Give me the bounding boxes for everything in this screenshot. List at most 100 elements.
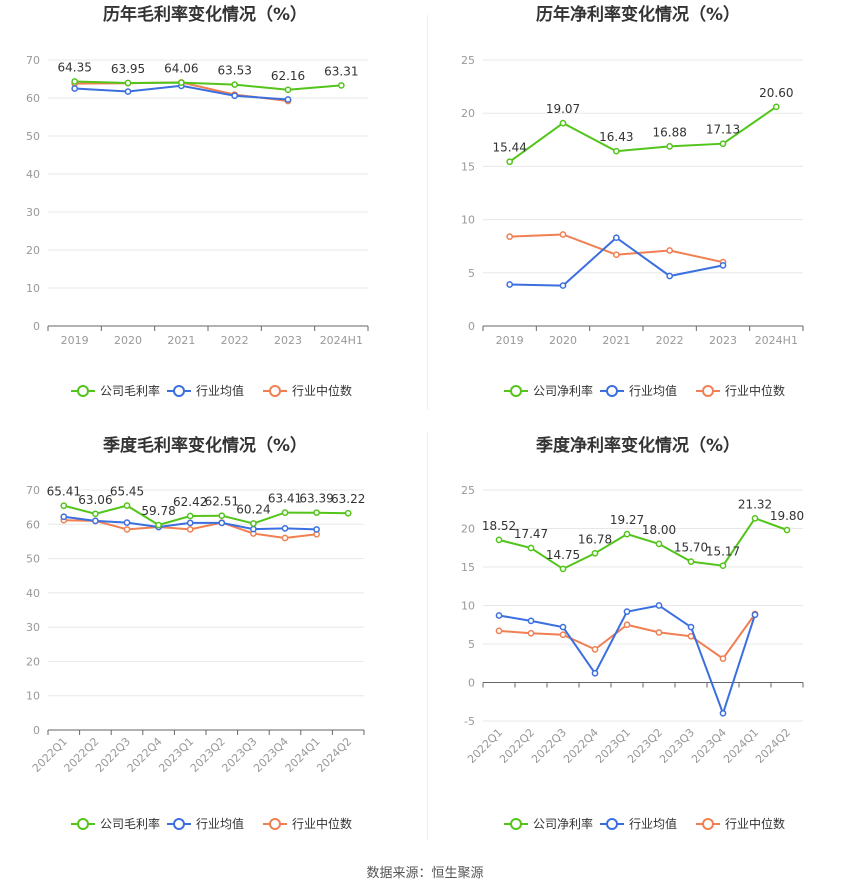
legend-item-industry-median: 行业中位数: [696, 383, 785, 398]
data-label: 15.44: [492, 141, 526, 155]
x-tick-label: 2024H1: [755, 334, 798, 347]
data-point-industry-average: [687, 623, 695, 631]
chart-title: 季度毛利率变化情况（%）: [103, 435, 307, 456]
data-point-industry-median: [281, 534, 289, 542]
data-point-industry-average: [124, 88, 132, 95]
data-point-industry-median: [612, 251, 620, 259]
legend-marker-icon: [702, 818, 714, 830]
data-point-industry-average: [231, 92, 239, 100]
legend-marker-icon: [77, 385, 89, 397]
data-point-industry-average: [71, 85, 79, 92]
data-label: 63.22: [331, 492, 365, 506]
data-point-industry-average: [527, 617, 535, 625]
data-point-industry-average: [719, 709, 727, 717]
legend-label: 行业中位数: [725, 816, 785, 831]
legend-label: 行业均值: [196, 816, 244, 831]
legend-label: 公司净利率: [533, 816, 593, 831]
data-label: 63.06: [78, 493, 112, 507]
data-point-industry-average: [612, 234, 620, 242]
chart-svg-2: 季度毛利率变化情况（%）0102030405060702022Q12022Q22…: [26, 435, 365, 831]
data-point-company: [71, 78, 79, 85]
data-label: 16.43: [599, 130, 633, 144]
data-label: 63.39: [299, 492, 333, 506]
x-tick-label: 2023: [274, 334, 302, 347]
data-label: 65.45: [110, 485, 144, 499]
data-label: 18.00: [642, 523, 676, 537]
y-tick-label: 30: [26, 621, 40, 634]
y-tick-label: 40: [26, 168, 40, 181]
data-point-industry-median: [666, 247, 674, 254]
legend-marker-icon: [606, 818, 618, 830]
data-point-company: [250, 520, 257, 527]
x-tick-label: 2023: [709, 334, 737, 347]
legend-item-company: 公司净利率: [504, 383, 593, 398]
legend-item-company: 公司毛利率: [71, 816, 160, 831]
y-tick-label: 70: [26, 54, 40, 67]
data-point-company: [559, 119, 567, 127]
data-point-industry-average: [719, 262, 727, 269]
data-label: 21.32: [738, 497, 772, 511]
chart-annual-gross-margin: 历年毛利率变化情况（%） 0 10 20 30 40 50 60 70 2019 2020 2021 2…: [0, 0, 425, 410]
data-label: 15.17: [706, 545, 740, 559]
chart-svg-3: 季度净利率变化情况（%）-505101520252022Q12022Q22022…: [461, 435, 804, 831]
legend-label: 行业均值: [629, 816, 677, 831]
data-label: 64.35: [57, 60, 91, 74]
data-point-industry-median: [591, 646, 599, 653]
data-label: 65.41: [47, 485, 81, 499]
data-point-company: [231, 81, 239, 88]
series-line-industry-median: [498, 613, 756, 660]
data-label: 62.16: [271, 69, 305, 83]
data-point-industry-average: [92, 517, 99, 525]
data-point-company: [655, 540, 663, 548]
legend-label: 公司毛利率: [100, 816, 160, 831]
panel-divider: [427, 15, 428, 410]
x-tick-label: 2019: [496, 334, 524, 347]
series-line-industry-average: [509, 236, 724, 287]
data-label: 19.80: [770, 509, 804, 523]
data-point-industry-median: [655, 629, 663, 636]
legend-item-industry-average: 行业均值: [167, 383, 244, 398]
x-tick-label: 2021: [602, 334, 630, 347]
data-point-industry-average: [123, 519, 131, 526]
data-point-industry-average: [559, 623, 567, 631]
data-point-industry-average: [281, 525, 289, 532]
data-point-industry-average: [623, 608, 631, 616]
data-point-company: [751, 514, 759, 522]
data-point-company: [666, 143, 674, 150]
data-point-company: [186, 512, 194, 520]
data-label: 20.60: [759, 86, 793, 100]
legend-label: 行业中位数: [292, 816, 352, 831]
data-point-company: [177, 79, 185, 86]
data-point-industry-median: [527, 629, 535, 637]
legend-item-company: 公司毛利率: [71, 383, 160, 398]
legend-item-industry-median: 行业中位数: [263, 816, 352, 831]
chart-quarterly-net-margin: 季度净利率变化情况（%） -5 0 5 10 15 20 25 2022Q1 2022Q2 2022…: [425, 425, 850, 845]
chart-title: 历年净利率变化情况（%）: [536, 4, 740, 25]
data-point-industry-average: [284, 96, 292, 103]
data-label: 62.42: [173, 495, 207, 509]
chart-annual-net-margin: 历年净利率变化情况（%） 0 5 10 15 20 25 2019 2020 2021 2022 20…: [425, 0, 850, 410]
y-tick-label: 15: [461, 561, 475, 574]
data-point-company: [155, 521, 162, 529]
data-point-company: [60, 502, 68, 510]
data-label: 63.95: [111, 62, 145, 76]
x-tick-label: 2022: [656, 334, 684, 347]
data-point-company: [313, 509, 320, 517]
y-tick-label: 50: [26, 553, 40, 566]
y-tick-label: 30: [26, 206, 40, 219]
data-point-industry-average: [559, 282, 567, 289]
data-point-industry-average: [751, 611, 759, 619]
data-point-company: [559, 565, 567, 573]
chart-svg-0: 历年毛利率变化情况（%） 0 10 20 30 40 50 60 70 2019 2020 2021 2…: [26, 4, 369, 398]
legend-item-industry-average: 行业均值: [600, 816, 677, 831]
y-tick-label: 0: [33, 320, 40, 333]
chart-title: 季度净利率变化情况（%）: [536, 435, 740, 456]
y-tick-label: 60: [26, 92, 40, 105]
data-label: 60.24: [236, 502, 270, 516]
y-tick-label: -5: [464, 715, 475, 728]
data-point-industry-average: [60, 513, 68, 521]
data-point-industry-average: [666, 272, 674, 280]
data-point-company: [281, 509, 289, 516]
data-label: 63.41: [268, 492, 302, 506]
data-point-company: [527, 544, 535, 552]
